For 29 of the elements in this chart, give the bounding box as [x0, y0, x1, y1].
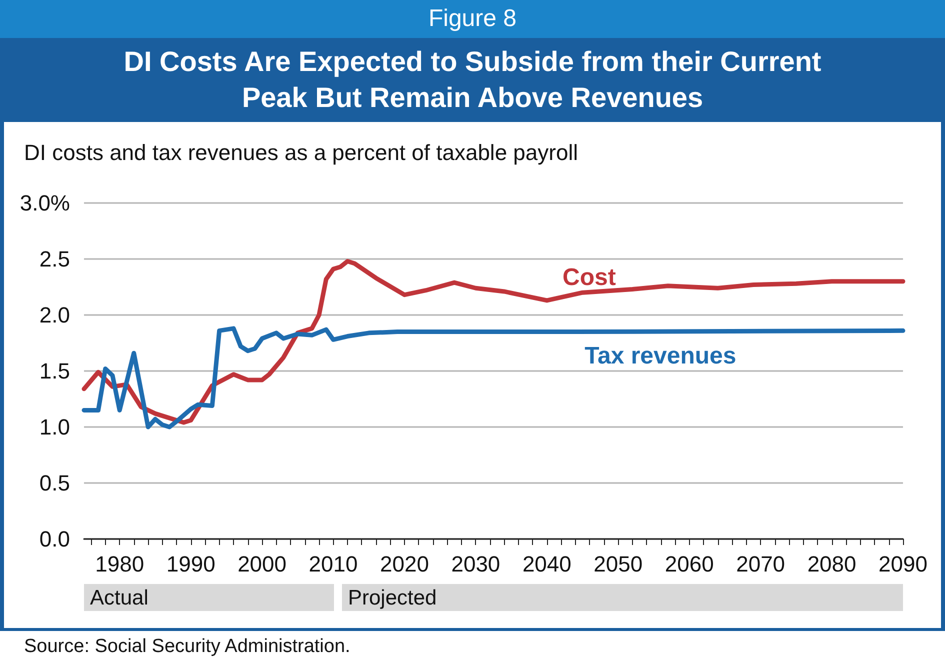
text: Actual — [90, 586, 148, 610]
x-tick-label: 1980 — [95, 552, 144, 576]
x-tick-label: 2090 — [878, 552, 928, 576]
line-series — [82, 258, 906, 425]
series-label: Tax revenues — [584, 342, 736, 370]
y-tick-label: 2.0 — [39, 302, 70, 328]
y-tick-label: 1.0 — [39, 414, 70, 440]
y-tick-label: 2.5 — [39, 246, 70, 272]
x-tick-label: 1990 — [166, 552, 216, 576]
x-tick-label: 2030 — [451, 552, 500, 576]
x-tick-label: 2050 — [594, 552, 643, 576]
x-tick-label: 2020 — [380, 552, 429, 576]
y-tick-label: 1.5 — [39, 358, 70, 384]
y-tick-label: 0.0 — [39, 526, 70, 552]
x-tick-label: 2010 — [308, 552, 358, 576]
x-tick-label: 2000 — [238, 552, 287, 576]
y-tick-label: 3.0% — [20, 190, 70, 216]
text: Projected — [348, 586, 437, 610]
chart-subtitle: Figure 8 — [0, 0, 945, 38]
x-tick-label: 2070 — [736, 552, 786, 576]
x-tick-label: 2060 — [664, 552, 714, 576]
x-tick-label: 2080 — [807, 552, 856, 576]
chart-title: DI Costs Are Expected to Subside from their Current Peak But Remain Above Revenues — [0, 38, 945, 122]
y-axis-title: DI costs and tax revenues as a percent of taxable payroll — [24, 140, 578, 166]
y-tick-label: 0.5 — [39, 470, 70, 496]
source-note: Source: Social Security Administration. — [24, 636, 350, 658]
series-label: Cost — [562, 264, 616, 291]
line-series — [82, 326, 906, 430]
x-tick-label: 2040 — [522, 552, 572, 576]
